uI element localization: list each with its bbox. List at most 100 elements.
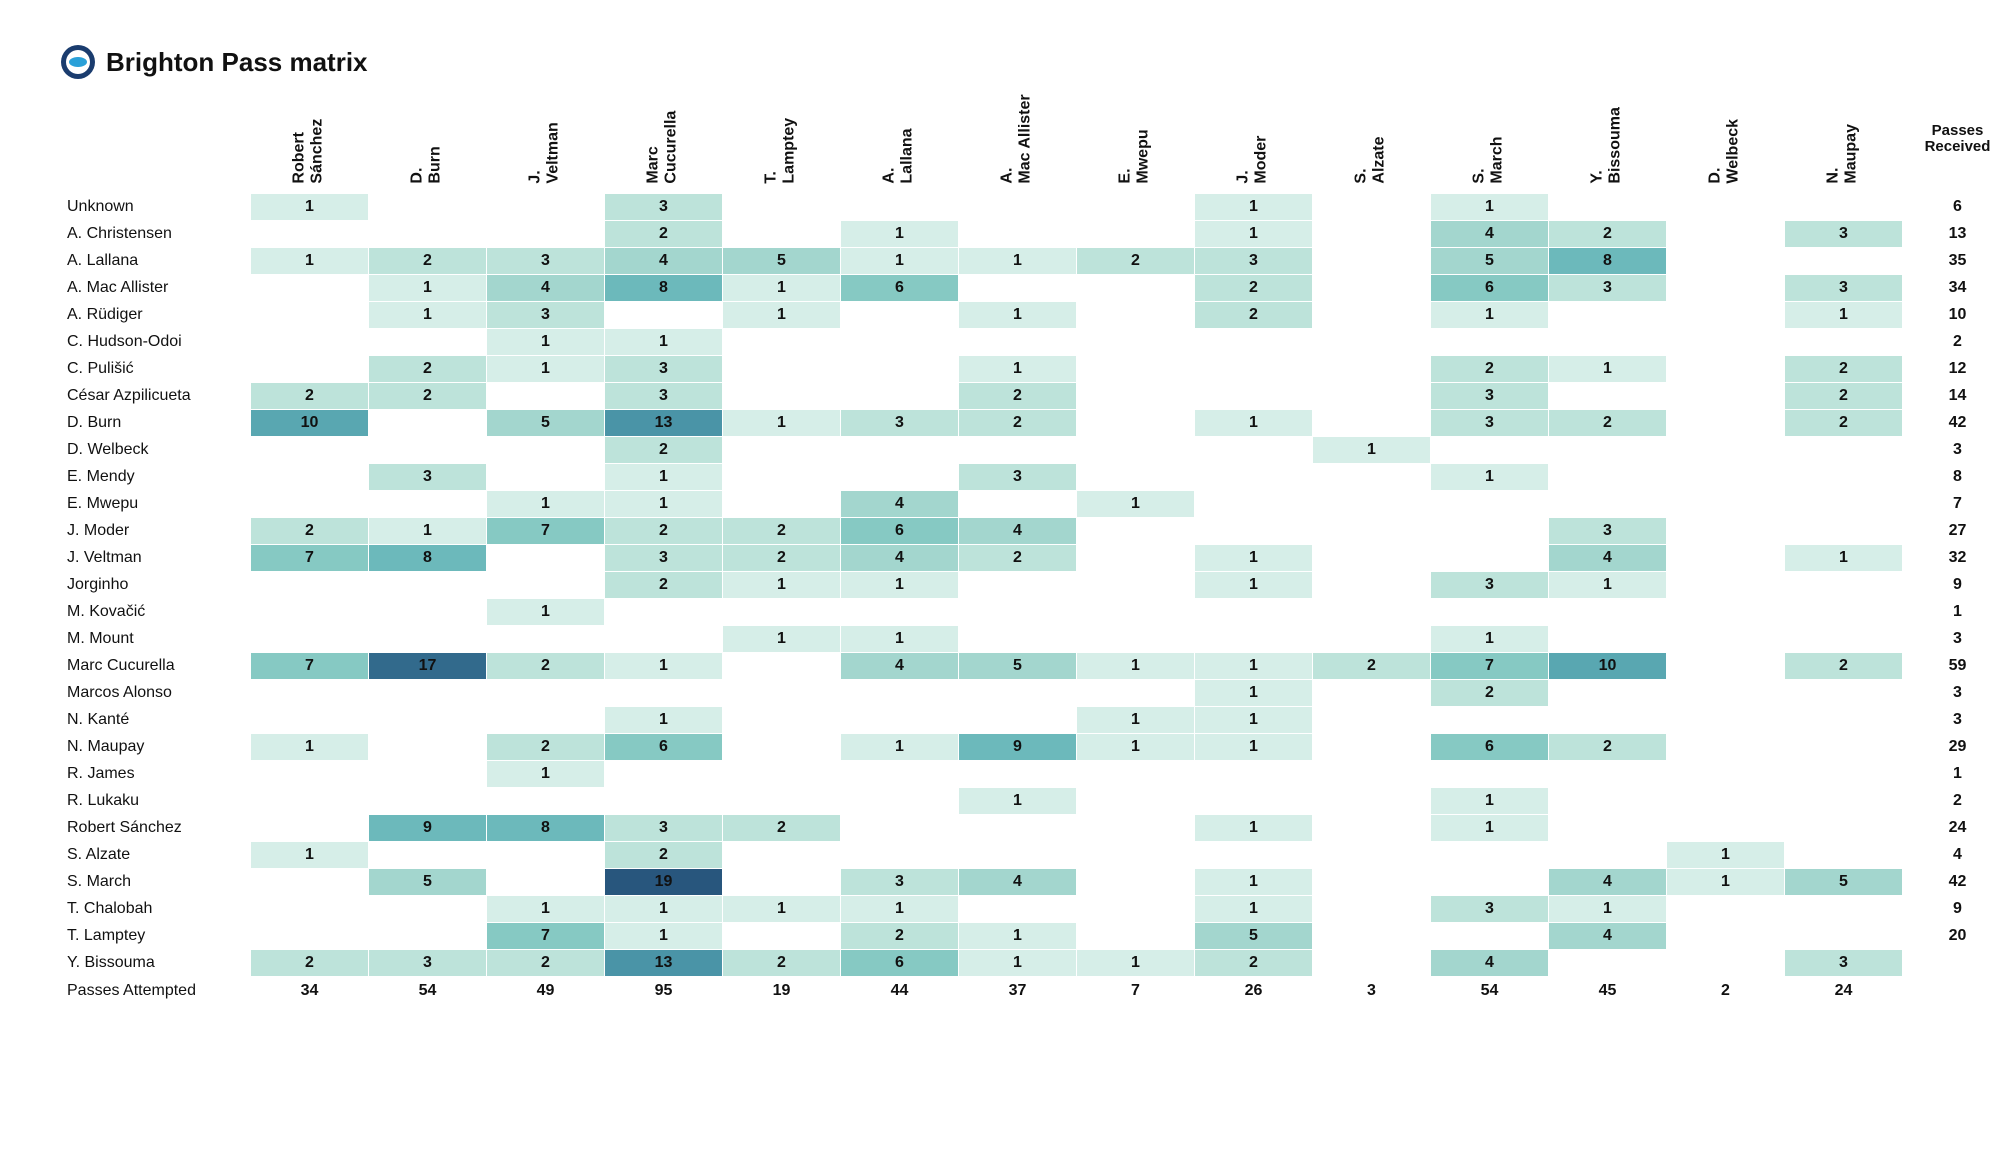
- matrix-cell: [251, 329, 369, 356]
- matrix-cell: 5: [723, 248, 841, 275]
- matrix-cell: 4: [959, 869, 1077, 896]
- matrix-cell: 2: [487, 734, 605, 761]
- matrix-cell: [723, 680, 841, 707]
- matrix-cell: 1: [723, 302, 841, 329]
- matrix-cell: [1431, 491, 1549, 518]
- passes-attempted-cell: 54: [369, 977, 487, 1006]
- matrix-cell: [487, 707, 605, 734]
- matrix-cell: [723, 437, 841, 464]
- matrix-cell: [1785, 518, 1903, 545]
- table-row: N. Kanté1113: [61, 707, 2000, 734]
- row-label: A. Christensen: [61, 221, 251, 248]
- row-label: T. Chalobah: [61, 896, 251, 923]
- matrix-cell: 2: [487, 653, 605, 680]
- received-cell: 59: [1903, 653, 2000, 680]
- matrix-cell: [1785, 842, 1903, 869]
- matrix-cell: [1785, 815, 1903, 842]
- pass-matrix-table: RobertSánchezD.BurnJ.VeltmanMarcCucurell…: [60, 84, 2000, 1006]
- matrix-cell: [1667, 275, 1785, 302]
- matrix-cell: 6: [841, 950, 959, 977]
- received-cell: 3: [1903, 707, 2000, 734]
- row-label: Marc Cucurella: [61, 653, 251, 680]
- matrix-cell: [723, 734, 841, 761]
- matrix-cell: [959, 707, 1077, 734]
- matrix-cell: 1: [1549, 572, 1667, 599]
- matrix-cell: [1667, 572, 1785, 599]
- matrix-cell: [1667, 410, 1785, 437]
- matrix-cell: [251, 275, 369, 302]
- row-label: S. Alzate: [61, 842, 251, 869]
- matrix-cell: [959, 599, 1077, 626]
- matrix-cell: [251, 599, 369, 626]
- matrix-cell: 2: [605, 518, 723, 545]
- matrix-cell: [487, 383, 605, 410]
- matrix-cell: 3: [605, 194, 723, 221]
- matrix-cell: [1549, 383, 1667, 410]
- matrix-cell: 1: [1195, 221, 1313, 248]
- row-label: Marcos Alonso: [61, 680, 251, 707]
- matrix-cell: 2: [605, 572, 723, 599]
- matrix-cell: [1667, 815, 1785, 842]
- matrix-cell: 3: [605, 383, 723, 410]
- col-header-label: A.Lallana: [880, 163, 919, 183]
- matrix-cell: 1: [841, 626, 959, 653]
- matrix-cell: [959, 194, 1077, 221]
- matrix-cell: 1: [1195, 815, 1313, 842]
- matrix-cell: [1785, 761, 1903, 788]
- table-row: R. James11: [61, 761, 2000, 788]
- matrix-cell: [1549, 680, 1667, 707]
- matrix-cell: [1313, 302, 1431, 329]
- row-label: D. Welbeck: [61, 437, 251, 464]
- col-header-label: S.March: [1470, 163, 1509, 183]
- matrix-cell: [959, 572, 1077, 599]
- table-row: Unknown13116: [61, 194, 2000, 221]
- matrix-cell: 1: [487, 329, 605, 356]
- row-label: Y. Bissouma: [61, 950, 251, 977]
- matrix-cell: 1: [605, 653, 723, 680]
- matrix-cell: [1667, 221, 1785, 248]
- matrix-cell: 1: [1195, 869, 1313, 896]
- matrix-cell: [1195, 491, 1313, 518]
- matrix-cell: 10: [1549, 653, 1667, 680]
- matrix-cell: 9: [959, 734, 1077, 761]
- table-row: A. Rüdiger131121110: [61, 302, 2000, 329]
- matrix-cell: 1: [1077, 734, 1195, 761]
- table-row: T. Lamptey71215420: [61, 923, 2000, 950]
- matrix-cell: [1549, 194, 1667, 221]
- matrix-cell: [1195, 761, 1313, 788]
- row-label: C. Hudson-Odoi: [61, 329, 251, 356]
- matrix-cell: 4: [487, 275, 605, 302]
- matrix-cell: [1667, 950, 1785, 977]
- matrix-cell: [1667, 734, 1785, 761]
- matrix-cell: 13: [605, 950, 723, 977]
- matrix-cell: 1: [1195, 680, 1313, 707]
- matrix-cell: [1077, 356, 1195, 383]
- matrix-cell: [1077, 302, 1195, 329]
- passes-attempted-cell: 95: [605, 977, 723, 1006]
- passes-attempted-cell: 19: [723, 977, 841, 1006]
- matrix-cell: [841, 356, 959, 383]
- matrix-cell: 3: [1431, 410, 1549, 437]
- matrix-cell: [1077, 761, 1195, 788]
- matrix-cell: [1549, 950, 1667, 977]
- matrix-cell: [605, 680, 723, 707]
- matrix-cell: [1313, 518, 1431, 545]
- matrix-cell: [723, 707, 841, 734]
- row-label: J. Moder: [61, 518, 251, 545]
- matrix-cell: 1: [1549, 896, 1667, 923]
- matrix-cell: [251, 572, 369, 599]
- matrix-cell: 1: [1431, 194, 1549, 221]
- matrix-cell: [369, 707, 487, 734]
- table-row: Y. Bissouma232132611243: [61, 950, 2000, 977]
- matrix-cell: [841, 815, 959, 842]
- matrix-cell: [1313, 734, 1431, 761]
- matrix-cell: [487, 545, 605, 572]
- matrix-cell: 3: [1785, 221, 1903, 248]
- matrix-cell: [487, 437, 605, 464]
- matrix-cell: [1077, 815, 1195, 842]
- matrix-cell: [487, 788, 605, 815]
- matrix-cell: [723, 356, 841, 383]
- matrix-cell: [251, 815, 369, 842]
- matrix-cell: 1: [1195, 653, 1313, 680]
- matrix-cell: 1: [959, 788, 1077, 815]
